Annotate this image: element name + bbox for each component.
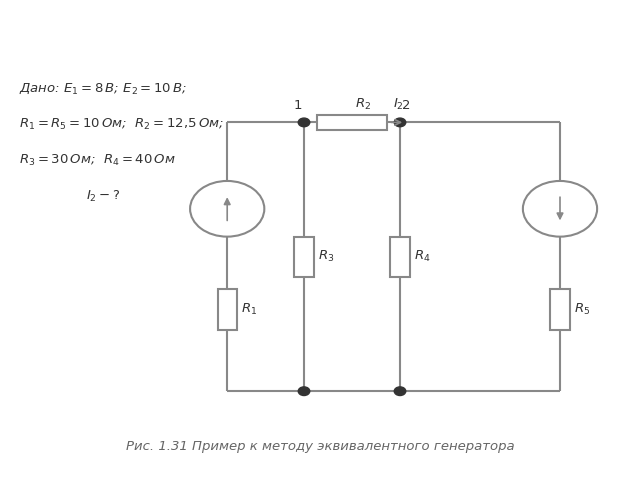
Text: $R_5$: $R_5$ bbox=[574, 302, 590, 317]
Text: 1: 1 bbox=[293, 99, 302, 112]
Circle shape bbox=[298, 387, 310, 396]
Text: $E_2$: $E_2$ bbox=[573, 197, 588, 213]
Text: 2: 2 bbox=[402, 99, 411, 112]
Text: $R_3$: $R_3$ bbox=[318, 249, 335, 264]
Text: $R_2$: $R_2$ bbox=[355, 97, 371, 112]
Text: Рис. 1.31 Пример к методу эквивалентного генератора: Рис. 1.31 Пример к методу эквивалентного… bbox=[125, 440, 515, 453]
Circle shape bbox=[298, 118, 310, 127]
Text: $E_1$: $E_1$ bbox=[240, 197, 255, 213]
Bar bbox=[550, 289, 570, 330]
Text: $R_4$: $R_4$ bbox=[414, 249, 431, 264]
Text: $R_3 = 30\,Ом$;  $R_4 = 40\,Ом$: $R_3 = 30\,Ом$; $R_4 = 40\,Ом$ bbox=[19, 153, 176, 168]
Circle shape bbox=[190, 181, 264, 237]
Text: $R_1$: $R_1$ bbox=[241, 302, 257, 317]
Text: $R_1 = R_5 = 10\,Ом$;  $R_2 = 12{,}5\,Ом$;: $R_1 = R_5 = 10\,Ом$; $R_2 = 12{,}5\,Ом$… bbox=[19, 117, 224, 132]
Bar bbox=[218, 289, 237, 330]
Text: $I_2-?$: $I_2-?$ bbox=[86, 189, 121, 204]
Circle shape bbox=[394, 387, 406, 396]
Circle shape bbox=[394, 118, 406, 127]
Bar bbox=[317, 115, 387, 130]
Bar bbox=[390, 237, 410, 277]
Text: Дано: $E_1 = 8\,В$; $E_2 = 10\,В$;: Дано: $E_1 = 8\,В$; $E_2 = 10\,В$; bbox=[19, 82, 188, 96]
Circle shape bbox=[523, 181, 597, 237]
Bar bbox=[294, 237, 314, 277]
Text: $I_2$: $I_2$ bbox=[394, 97, 404, 112]
